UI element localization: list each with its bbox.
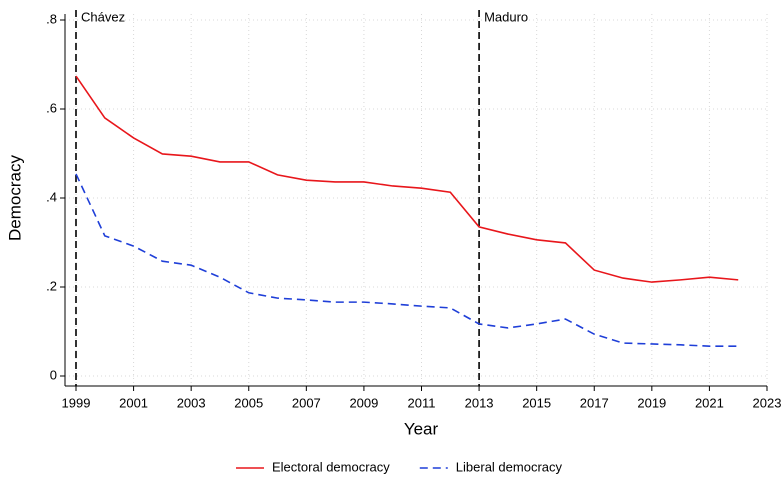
x-tick-label: 2015 — [522, 395, 551, 410]
x-tick-label: 2021 — [695, 395, 724, 410]
series-line — [75, 173, 739, 347]
x-tick-label: 2009 — [349, 395, 378, 410]
y-tick-label: .2 — [46, 278, 57, 293]
x-tick-label: 2017 — [580, 395, 609, 410]
x-tick-label: 2001 — [119, 395, 148, 410]
legend-label: Electoral democracy — [272, 459, 390, 474]
x-tick-label: 1999 — [62, 395, 91, 410]
x-tick-label: 2003 — [177, 395, 206, 410]
y-tick-label: .4 — [46, 189, 57, 204]
annotation-label: Chávez — [81, 9, 125, 24]
annotation-label: Maduro — [484, 9, 528, 24]
x-tick-label: 2005 — [234, 395, 263, 410]
x-tick-label: 2011 — [408, 395, 436, 410]
x-tick-label: 2023 — [753, 395, 782, 410]
x-tick-label: 2013 — [465, 395, 494, 410]
x-tick-label: 2019 — [637, 395, 666, 410]
x-axis-title: Year — [404, 419, 439, 438]
x-tick-label: 2007 — [292, 395, 321, 410]
y-axis-title: Democracy — [5, 155, 24, 241]
y-tick-label: .8 — [46, 11, 57, 26]
legend-label: Liberal democracy — [456, 459, 563, 474]
series-line — [75, 75, 739, 283]
y-tick-label: 0 — [50, 367, 57, 382]
y-tick-label: .6 — [46, 100, 57, 115]
